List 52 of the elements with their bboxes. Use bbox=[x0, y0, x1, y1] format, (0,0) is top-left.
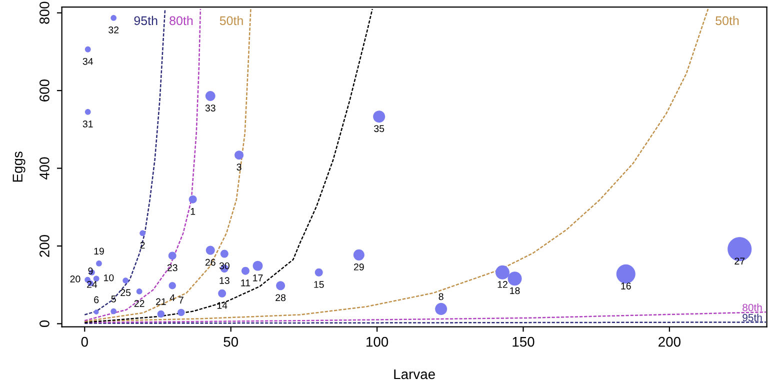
annotation: 16 bbox=[621, 282, 631, 290]
annotation: 24 bbox=[87, 281, 98, 288]
annotation: 11 bbox=[241, 280, 250, 286]
annotation: 8 bbox=[438, 293, 444, 300]
annotation: 17 bbox=[253, 274, 263, 282]
annotation: 7 bbox=[178, 296, 184, 304]
y-tick-label: 600 bbox=[40, 80, 50, 102]
annotation: 31 bbox=[82, 120, 93, 128]
annotation: 26 bbox=[205, 258, 216, 266]
annotation: 1 bbox=[190, 208, 196, 215]
y-tick-label: 200 bbox=[40, 234, 50, 257]
y-axis-title: Eggs bbox=[12, 152, 26, 182]
series-label: 50th bbox=[716, 16, 739, 26]
series-label: 50th bbox=[220, 16, 243, 26]
annotation: 25 bbox=[120, 289, 131, 296]
annotation: 22 bbox=[134, 300, 144, 307]
x-axis-title: Larvae bbox=[394, 369, 435, 380]
series-label: 95th bbox=[134, 16, 158, 26]
x-tick-label: 150 bbox=[512, 336, 534, 347]
annotation: 19 bbox=[94, 248, 104, 255]
annotation: 20 bbox=[70, 276, 80, 282]
line-series bbox=[84, 8, 166, 316]
annotation: 21 bbox=[156, 298, 166, 306]
x-tick-label: 50 bbox=[224, 336, 238, 347]
annotation: 15 bbox=[314, 281, 324, 288]
annotation: 28 bbox=[276, 294, 286, 302]
annotation: 2 bbox=[140, 242, 145, 249]
annotation: 12 bbox=[498, 281, 508, 288]
annotation: 30 bbox=[219, 262, 230, 270]
annotation: 33 bbox=[205, 104, 216, 112]
x-tick-label: 0 bbox=[81, 336, 88, 347]
annotation: 4 bbox=[170, 294, 175, 302]
annotation: 18 bbox=[510, 287, 520, 294]
annotation: 5 bbox=[111, 296, 116, 302]
series-label: 80th bbox=[742, 304, 762, 312]
x-tick-label: 200 bbox=[658, 336, 680, 347]
series-label: 80th bbox=[170, 16, 193, 26]
annotation: 6 bbox=[94, 296, 99, 304]
x-tick-label: 100 bbox=[366, 336, 388, 347]
annotation: 10 bbox=[104, 274, 114, 282]
annotation: 27 bbox=[734, 258, 745, 264]
annotation: 13 bbox=[220, 277, 230, 284]
annotation: 29 bbox=[354, 264, 364, 270]
annotation: 34 bbox=[82, 58, 93, 65]
y-tick-label: 0 bbox=[40, 320, 50, 328]
annotation: 32 bbox=[108, 26, 119, 34]
y-tick-label: 400 bbox=[40, 157, 50, 180]
annotation: 23 bbox=[167, 264, 178, 272]
annotation: 3 bbox=[236, 164, 242, 171]
y-tick-label: 800 bbox=[40, 2, 50, 24]
series-label: 95th bbox=[742, 314, 762, 322]
annotation: 35 bbox=[374, 125, 384, 132]
